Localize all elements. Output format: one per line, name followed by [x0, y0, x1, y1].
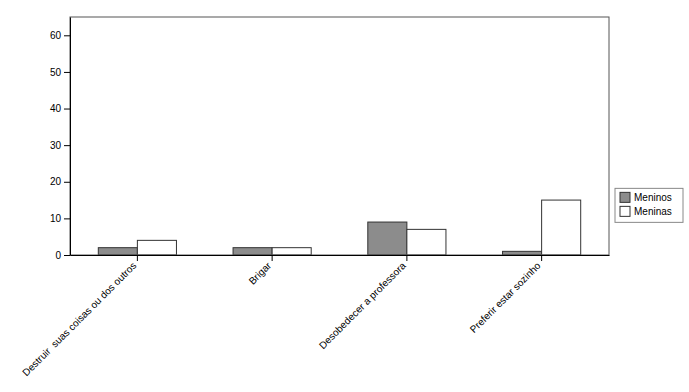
legend-swatch	[620, 206, 630, 216]
chart-svg: 0 10 20 30 40 50 60 Destruir suas coisas ou dos…	[0, 0, 689, 392]
y-tick-label: 40	[50, 103, 62, 114]
y-tick-mark	[64, 145, 70, 146]
y-tick-mark	[64, 72, 70, 73]
x-tick-label: Destruir suas coisas ou dos outros	[20, 260, 138, 378]
x-tick: Desobedecer a professora	[317, 255, 408, 351]
y-axis: 0 10 20 30 40 50 60	[50, 18, 71, 261]
x-axis: Destruir suas coisas ou dos outros Brigar…	[20, 255, 609, 378]
y-tick-label: 10	[50, 213, 62, 224]
x-tick: Brigar	[247, 255, 274, 287]
bar	[368, 222, 407, 255]
legend-box	[615, 188, 683, 222]
y-tick-label: 60	[50, 30, 62, 41]
x-tick-label: Desobedecer a professora	[317, 260, 408, 351]
legend-label: Meninas	[634, 206, 672, 217]
y-tick-mark	[64, 218, 70, 219]
legend-item: Meninas	[620, 206, 672, 217]
bar	[137, 240, 176, 255]
x-tick-mark	[406, 255, 407, 261]
bar	[407, 229, 446, 255]
x-tick: Destruir suas coisas ou dos outros	[20, 255, 138, 378]
x-tick-label: Brigar	[247, 259, 274, 286]
x-axis-line	[71, 255, 610, 256]
y-tick: 40	[50, 103, 70, 114]
bar	[542, 200, 581, 255]
x-tick-mark	[137, 255, 138, 261]
y-tick: 60	[50, 30, 70, 41]
y-tick-label: 50	[50, 67, 62, 78]
legend-label: Meninos	[634, 192, 672, 203]
legend-item: Meninos	[620, 192, 672, 203]
plot-area: 0 10 20 30 40 50 60 Destruir suas coisas ou dos…	[20, 17, 609, 378]
bar	[503, 251, 542, 255]
x-tick-mark	[541, 255, 542, 261]
x-tick: Preferir estar sozinho	[468, 255, 543, 335]
legend: Meninos Meninas	[615, 188, 683, 222]
bar	[233, 248, 272, 255]
bar	[272, 248, 311, 255]
y-tick: 10	[50, 213, 70, 224]
y-tick-label: 20	[50, 176, 62, 187]
y-tick: 30	[50, 140, 70, 151]
y-tick-mark	[64, 109, 70, 110]
y-tick: 20	[50, 176, 70, 187]
y-tick-mark	[64, 255, 70, 256]
y-tick-mark	[64, 182, 70, 183]
y-tick-mark	[64, 35, 70, 36]
plot-frame	[70, 17, 609, 255]
y-tick-label: 30	[50, 140, 62, 151]
y-axis-line	[70, 18, 71, 256]
x-tick-mark	[272, 255, 273, 261]
x-tick-label: Preferir estar sozinho	[468, 260, 543, 335]
y-tick: 0	[55, 250, 70, 261]
legend-swatch	[620, 192, 630, 202]
y-tick-label: 0	[55, 250, 61, 261]
y-tick: 50	[50, 67, 70, 78]
bar	[98, 248, 137, 255]
bars	[98, 200, 580, 255]
